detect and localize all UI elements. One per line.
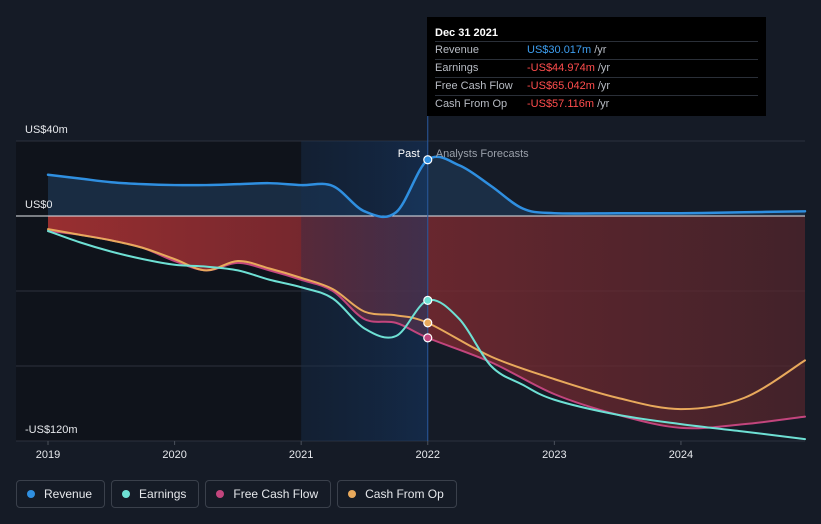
chart-legend: Revenue Earnings Free Cash Flow Cash From O… [16,480,457,508]
y-tick-label: US$0 [25,199,53,211]
y-tick-label: -US$120m [25,424,78,436]
marker-free-cash-flow [423,333,433,343]
past-label: Past [398,148,420,160]
legend-item-revenue[interactable]: Revenue [16,480,106,508]
legend-item-free-cash-flow[interactable]: Free Cash Flow [205,480,332,508]
series-line-revenue [46,155,807,219]
legend-dot-icon [216,490,225,498]
tooltip-row-name: Revenue [435,44,480,56]
tooltip-row-unit: /yr [594,44,607,56]
tooltip-row-unit: /yr [597,98,610,110]
x-tick-label: 2024 [669,449,693,461]
y-axis-labels: US$40m US$0 -US$120m [25,124,78,436]
marker-revenue [423,155,433,165]
legend-dot-icon [348,490,357,498]
series-lines [46,155,807,441]
tooltip-date: Dec 31 2021 [435,25,758,42]
legend-label: Cash From Op [365,487,444,501]
legend-label: Earnings [139,487,187,501]
tooltip-row-unit: /yr [597,80,611,92]
y-tick-label: US$40m [25,124,68,136]
hover-markers [423,155,433,343]
tooltip-row-value: -US$65.042m [527,80,595,92]
tooltip-row-name: Free Cash Flow [435,80,513,92]
x-tick-label: 2019 [36,449,60,461]
tooltip-row-value: -US$57.116m [527,98,595,110]
tooltip-row: Cash From Op -US$57.116m/yr [435,96,758,113]
series-line-earnings [47,230,806,441]
marker-cash-from-op [423,318,433,328]
legend-item-earnings[interactable]: Earnings [111,480,200,508]
tooltip-row-unit: /yr [597,62,611,74]
tooltip-row: Revenue US$30.017m/yr [435,42,758,60]
x-tick-label: 2022 [416,449,440,461]
forecast-label: Analysts Forecasts [436,148,529,160]
x-axis-labels: 2019 2020 2021 2022 2023 2024 [36,441,693,461]
marker-earnings [423,295,433,305]
legend-item-cash-from-op[interactable]: Cash From Op [337,480,457,508]
x-tick-label: 2020 [162,449,186,461]
tooltip-row-value: -US$44.974m [527,62,595,74]
legend-label: Free Cash Flow [233,487,319,501]
x-tick-label: 2021 [289,449,313,461]
tooltip-row: Free Cash Flow -US$65.042m/yr [435,78,758,96]
legend-label: Revenue [44,487,93,501]
tooltip-row-name: Earnings [435,62,479,74]
tooltip-row-name: Cash From Op [435,98,508,110]
tooltip-row: Earnings -US$44.974m/yr [435,60,758,78]
series-line-cash-from-op [47,228,806,411]
tooltip-row-value: US$30.017m [527,44,592,56]
highlight-band [301,141,428,441]
data-tooltip: Dec 31 2021 Revenue US$30.017m/yr Earnings… [427,17,766,116]
legend-dot-icon [27,490,35,498]
legend-dot-icon [122,490,131,498]
x-tick-label: 2023 [542,449,566,461]
